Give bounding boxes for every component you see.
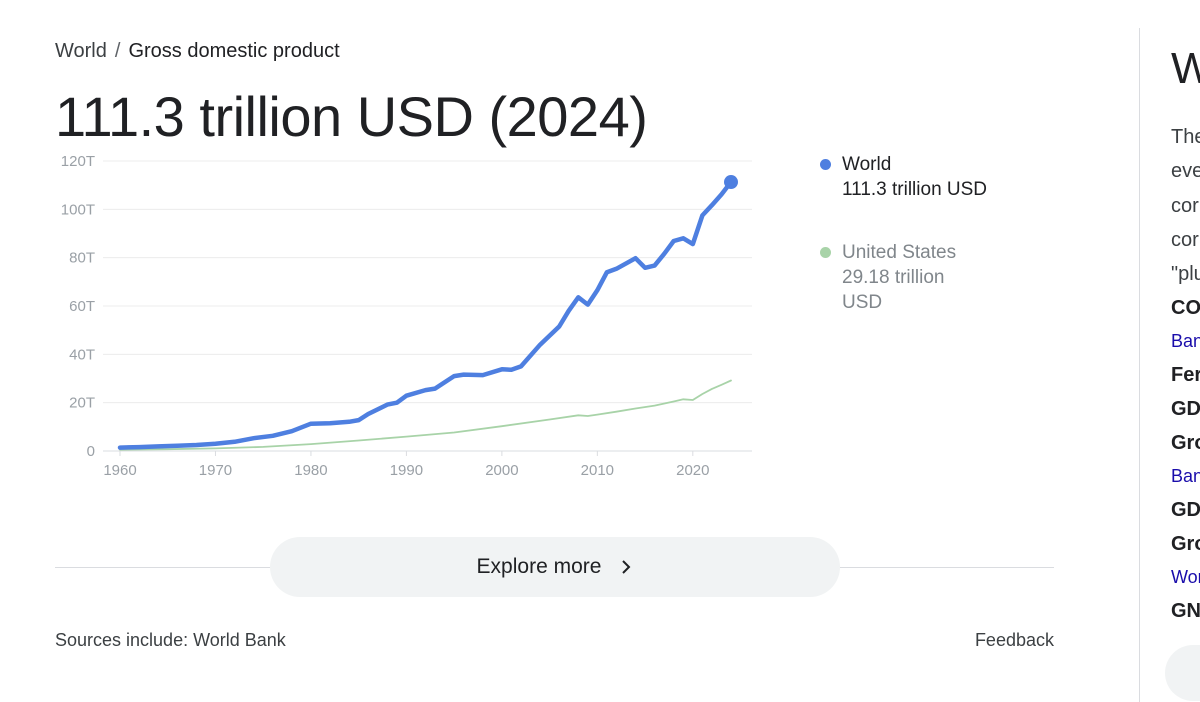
side-panel-line: "plu bbox=[1171, 263, 1200, 285]
y-tick-label: 120T bbox=[61, 153, 95, 170]
breadcrumb-separator: / bbox=[114, 40, 121, 62]
series-line-world[interactable] bbox=[117, 179, 734, 450]
side-panel-link[interactable]: Wor bbox=[1171, 567, 1200, 587]
side-panel-link[interactable]: Ban bbox=[1171, 331, 1200, 351]
y-tick-label: 60T bbox=[69, 298, 95, 315]
explore-more-button[interactable]: Explore more bbox=[270, 537, 840, 597]
panel-divider bbox=[1139, 28, 1140, 702]
y-tick-label: 100T bbox=[61, 201, 95, 218]
legend-item-world[interactable]: World 111.3 trillion USD bbox=[820, 152, 1030, 202]
side-panel-line: cor bbox=[1171, 195, 1199, 217]
chevron-right-icon bbox=[622, 560, 631, 574]
legend-name-world: World bbox=[842, 154, 892, 175]
legend-value-united-states: 29.18 trillion USD bbox=[842, 267, 945, 313]
legend-dot-world bbox=[820, 159, 831, 170]
breadcrumb: World / Gross domestic product bbox=[55, 40, 340, 63]
sources-text: Sources include: World Bank bbox=[55, 630, 286, 650]
x-tick-label: 1990 bbox=[390, 462, 423, 479]
x-tick-label: 2000 bbox=[485, 462, 518, 479]
chart-series bbox=[117, 175, 738, 451]
legend-name-united-states: United States bbox=[842, 242, 957, 263]
x-tick-label: 2020 bbox=[676, 462, 709, 479]
side-panel-line: Fer bbox=[1171, 364, 1200, 386]
divider-right bbox=[840, 567, 1054, 568]
series-endpoint-world[interactable] bbox=[724, 175, 738, 190]
feedback-link[interactable]: Feedback bbox=[974, 630, 1054, 650]
side-panel-line: eve bbox=[1171, 160, 1200, 182]
y-tick-label: 0 bbox=[87, 443, 95, 460]
y-tick-label: 80T bbox=[69, 250, 95, 267]
explore-more-label: Explore more bbox=[476, 555, 602, 578]
x-tick-label: 1960 bbox=[103, 462, 136, 479]
side-panel-link[interactable]: Ban bbox=[1171, 466, 1200, 486]
side-panel-line: CO bbox=[1171, 297, 1200, 319]
side-panel-title: W bbox=[1171, 44, 1200, 93]
chart-axes: 0 20T 40T 60T 80T 100T 120T 1960 1970 1980 1990 200… bbox=[61, 153, 710, 479]
side-panel-line: Gro bbox=[1171, 533, 1200, 555]
chart-gridlines bbox=[103, 160, 752, 452]
side-panel-line: GD bbox=[1171, 499, 1200, 521]
breadcrumb-current: Gross domestic product bbox=[128, 40, 340, 62]
divider-left bbox=[55, 567, 270, 568]
series-line-united-states[interactable] bbox=[119, 379, 732, 451]
legend-item-united-states[interactable]: United States 29.18 trillion USD bbox=[820, 240, 1030, 315]
side-panel-line: Gro bbox=[1171, 432, 1200, 454]
headline-value: 111.3 trillion USD (2024) bbox=[55, 85, 648, 148]
breadcrumb-root[interactable]: World bbox=[55, 40, 107, 62]
y-tick-label: 40T bbox=[69, 346, 95, 363]
x-tick-label: 2010 bbox=[581, 462, 614, 479]
legend-value-world: 111.3 trillion USD bbox=[842, 179, 988, 200]
x-tick-label: 1970 bbox=[199, 462, 232, 479]
side-panel-line: GN bbox=[1171, 600, 1200, 622]
legend-dot-united-states bbox=[820, 247, 831, 258]
x-tick-label: 1980 bbox=[294, 462, 327, 479]
side-panel-line: GD bbox=[1171, 398, 1200, 420]
side-panel-line: cor bbox=[1171, 229, 1199, 251]
side-panel-line: The bbox=[1171, 126, 1200, 148]
y-tick-label: 20T bbox=[69, 395, 95, 412]
